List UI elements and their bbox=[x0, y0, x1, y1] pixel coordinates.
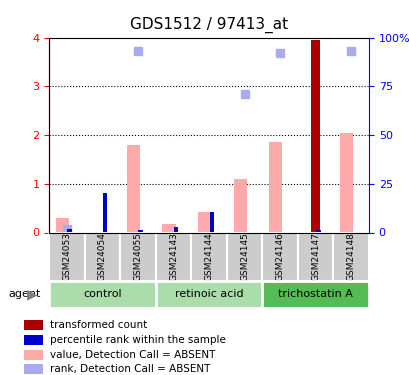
Bar bbox=[315, 230, 320, 232]
Text: GSM24054: GSM24054 bbox=[98, 232, 107, 281]
Text: rank, Detection Call = ABSENT: rank, Detection Call = ABSENT bbox=[50, 364, 210, 374]
FancyBboxPatch shape bbox=[262, 281, 368, 308]
Bar bbox=[24, 364, 43, 374]
FancyBboxPatch shape bbox=[297, 232, 333, 281]
Bar bbox=[24, 350, 43, 360]
Bar bbox=[339, 133, 353, 232]
Text: value, Detection Call = ABSENT: value, Detection Call = ABSENT bbox=[50, 350, 215, 360]
FancyBboxPatch shape bbox=[333, 232, 368, 281]
Text: GSM24145: GSM24145 bbox=[240, 232, 249, 281]
Bar bbox=[24, 335, 43, 345]
Bar bbox=[138, 230, 143, 232]
Bar bbox=[280, 231, 284, 232]
FancyBboxPatch shape bbox=[262, 232, 297, 281]
FancyBboxPatch shape bbox=[191, 232, 226, 281]
Text: trichostatin A: trichostatin A bbox=[278, 290, 352, 299]
Bar bbox=[268, 142, 282, 232]
FancyBboxPatch shape bbox=[49, 232, 85, 281]
FancyBboxPatch shape bbox=[49, 281, 155, 308]
Bar bbox=[233, 179, 246, 232]
Bar bbox=[173, 226, 178, 232]
Text: ▶: ▶ bbox=[27, 287, 37, 302]
FancyBboxPatch shape bbox=[226, 232, 262, 281]
Bar bbox=[209, 212, 213, 232]
Text: GSM24053: GSM24053 bbox=[62, 232, 71, 281]
Text: GSM24055: GSM24055 bbox=[133, 232, 142, 281]
FancyBboxPatch shape bbox=[155, 281, 262, 308]
Bar bbox=[67, 229, 72, 232]
Bar bbox=[103, 192, 107, 232]
Title: GDS1512 / 97413_at: GDS1512 / 97413_at bbox=[130, 17, 288, 33]
Bar bbox=[198, 212, 211, 232]
Text: control: control bbox=[83, 290, 121, 299]
Bar bbox=[127, 145, 140, 232]
Text: percentile rank within the sample: percentile rank within the sample bbox=[50, 335, 225, 345]
Bar bbox=[162, 224, 175, 232]
Bar bbox=[56, 218, 69, 232]
FancyBboxPatch shape bbox=[120, 232, 155, 281]
Bar bbox=[310, 40, 319, 232]
FancyBboxPatch shape bbox=[155, 232, 191, 281]
FancyBboxPatch shape bbox=[85, 232, 120, 281]
Text: GSM24147: GSM24147 bbox=[310, 232, 319, 281]
Bar bbox=[24, 320, 43, 330]
Text: GSM24143: GSM24143 bbox=[169, 232, 178, 281]
Text: GSM24148: GSM24148 bbox=[346, 232, 355, 281]
Text: GSM24144: GSM24144 bbox=[204, 232, 213, 281]
Text: retinoic acid: retinoic acid bbox=[174, 290, 243, 299]
Text: agent: agent bbox=[8, 290, 40, 299]
Text: GSM24146: GSM24146 bbox=[275, 232, 284, 281]
Text: transformed count: transformed count bbox=[50, 320, 147, 330]
